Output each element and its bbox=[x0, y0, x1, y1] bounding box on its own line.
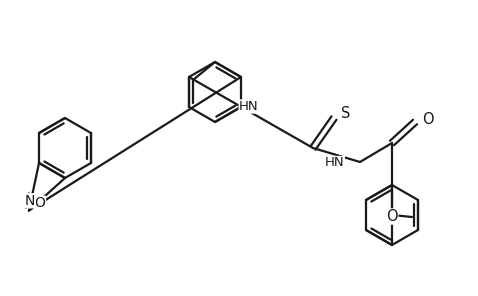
Text: HN: HN bbox=[239, 100, 259, 113]
Text: S: S bbox=[341, 107, 350, 121]
Text: HN: HN bbox=[325, 157, 344, 170]
Text: O: O bbox=[34, 196, 45, 210]
Text: O: O bbox=[422, 112, 434, 126]
Text: N: N bbox=[25, 194, 35, 208]
Text: O: O bbox=[386, 209, 398, 224]
